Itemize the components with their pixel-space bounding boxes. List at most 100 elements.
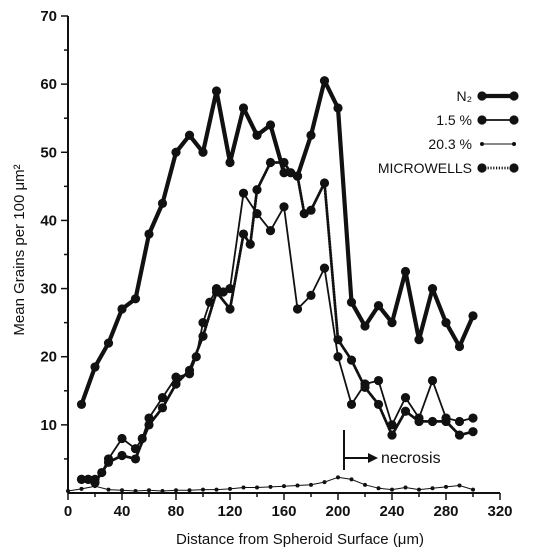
series-point-2: [201, 487, 205, 492]
series-point-0: [130, 294, 141, 304]
series-point-0: [90, 362, 100, 372]
series-point-0: [306, 130, 316, 140]
series-point-3: [373, 399, 384, 410]
x-tick-label: 320: [487, 503, 512, 520]
series-point-3: [76, 474, 87, 484]
annotation-layer: necrosis: [343, 430, 441, 470]
series-point-3: [333, 335, 343, 345]
series-point-3: [346, 355, 357, 365]
series-point-3: [468, 427, 478, 437]
series-point-2: [336, 475, 340, 480]
series-point-2: [403, 485, 408, 490]
series-point-3: [184, 365, 195, 375]
series-point-2: [376, 486, 381, 491]
y-tick-label: 70: [40, 8, 57, 25]
x-tick-label: 80: [168, 503, 185, 520]
series-point-3: [103, 457, 114, 467]
legend: N₂ 1.5 % 20.3 % MICROWELLS: [378, 88, 519, 176]
series-point-3: [441, 416, 451, 427]
series-point-2: [390, 487, 394, 492]
series-point-1: [279, 202, 289, 212]
y-tick-label: 60: [40, 76, 57, 93]
series-point-0: [144, 229, 154, 239]
y-axis-label: Mean Grains per 100 μm²: [11, 164, 28, 335]
series-point-2: [363, 482, 367, 487]
series-point-0: [265, 120, 276, 130]
series-point-1: [171, 372, 181, 382]
series-point-0: [252, 130, 262, 140]
series-point-1: [117, 433, 127, 444]
series-point-0: [360, 321, 370, 331]
series-point-0: [387, 318, 397, 328]
series-point-0: [103, 338, 114, 348]
series-point-3: [306, 205, 316, 215]
series-point-2: [228, 486, 232, 491]
legend-marker-2: [512, 142, 516, 146]
series-point-2: [66, 488, 70, 493]
series-point-0: [198, 147, 208, 157]
series-point-2: [133, 488, 138, 493]
series-point-3: [225, 304, 235, 314]
series-point-1: [333, 352, 343, 362]
series-point-3: [157, 403, 168, 413]
series-point-0: [333, 103, 343, 113]
series-point-3: [130, 454, 141, 464]
series-point-0: [184, 130, 195, 140]
series-point-1: [157, 393, 168, 403]
series-point-1: [468, 413, 478, 423]
series-point-3: [211, 287, 222, 297]
series-point-0: [157, 198, 168, 208]
series-point-2: [268, 484, 273, 489]
series-point-1: [319, 263, 330, 273]
series-point-0: [441, 318, 451, 328]
x-tick-label: 240: [379, 503, 404, 520]
series-point-1: [454, 416, 465, 427]
series-point-0: [400, 266, 411, 277]
series-point-2: [241, 485, 246, 490]
series-point-2: [79, 486, 84, 491]
x-tick-label: 280: [433, 503, 458, 520]
y-tick-label: 10: [40, 417, 57, 434]
series-point-0: [76, 399, 87, 410]
series-point-0: [373, 301, 384, 311]
series-point-3: [360, 382, 370, 392]
series-point-1: [400, 393, 411, 403]
series-point-3: [144, 420, 154, 430]
series-point-3: [238, 229, 249, 239]
series-point-0: [238, 103, 249, 113]
series-line-3: [80, 161, 475, 485]
legend-marker-1: [477, 115, 487, 125]
series-point-3: [414, 416, 424, 427]
series-point-1: [265, 226, 276, 236]
necrosis-arrow-head: [368, 453, 378, 463]
series-point-0: [414, 335, 424, 345]
x-tick-label: 120: [217, 503, 242, 520]
legend-marker-1: [509, 115, 519, 125]
series-point-2: [349, 477, 354, 482]
series-point-2: [187, 488, 192, 493]
legend-marker-3: [477, 163, 487, 173]
series-point-3: [90, 478, 100, 488]
series-point-0: [211, 86, 222, 96]
legend-label-2: 20.3 %: [428, 136, 472, 152]
series-point-1: [346, 399, 357, 410]
series-point-2: [160, 488, 165, 493]
series-point-2: [255, 485, 259, 490]
series-point-1: [306, 290, 316, 300]
series-point-3: [252, 185, 262, 195]
legend-label-3: MICROWELLS: [378, 160, 472, 176]
series-point-0: [171, 147, 181, 157]
series-point-3: [427, 416, 438, 427]
series-point-3: [279, 157, 289, 168]
series-point-3: [198, 331, 208, 341]
legend-marker-3: [509, 163, 519, 173]
series-point-2: [322, 480, 327, 485]
necrosis-annotation: necrosis: [381, 450, 441, 467]
series-point-3: [265, 157, 276, 168]
legend-marker-2: [480, 142, 484, 146]
series-point-3: [400, 406, 411, 416]
series-point-0: [319, 76, 330, 86]
series-point-1: [373, 375, 384, 386]
series-point-2: [471, 487, 475, 492]
series-point-0: [427, 283, 438, 294]
